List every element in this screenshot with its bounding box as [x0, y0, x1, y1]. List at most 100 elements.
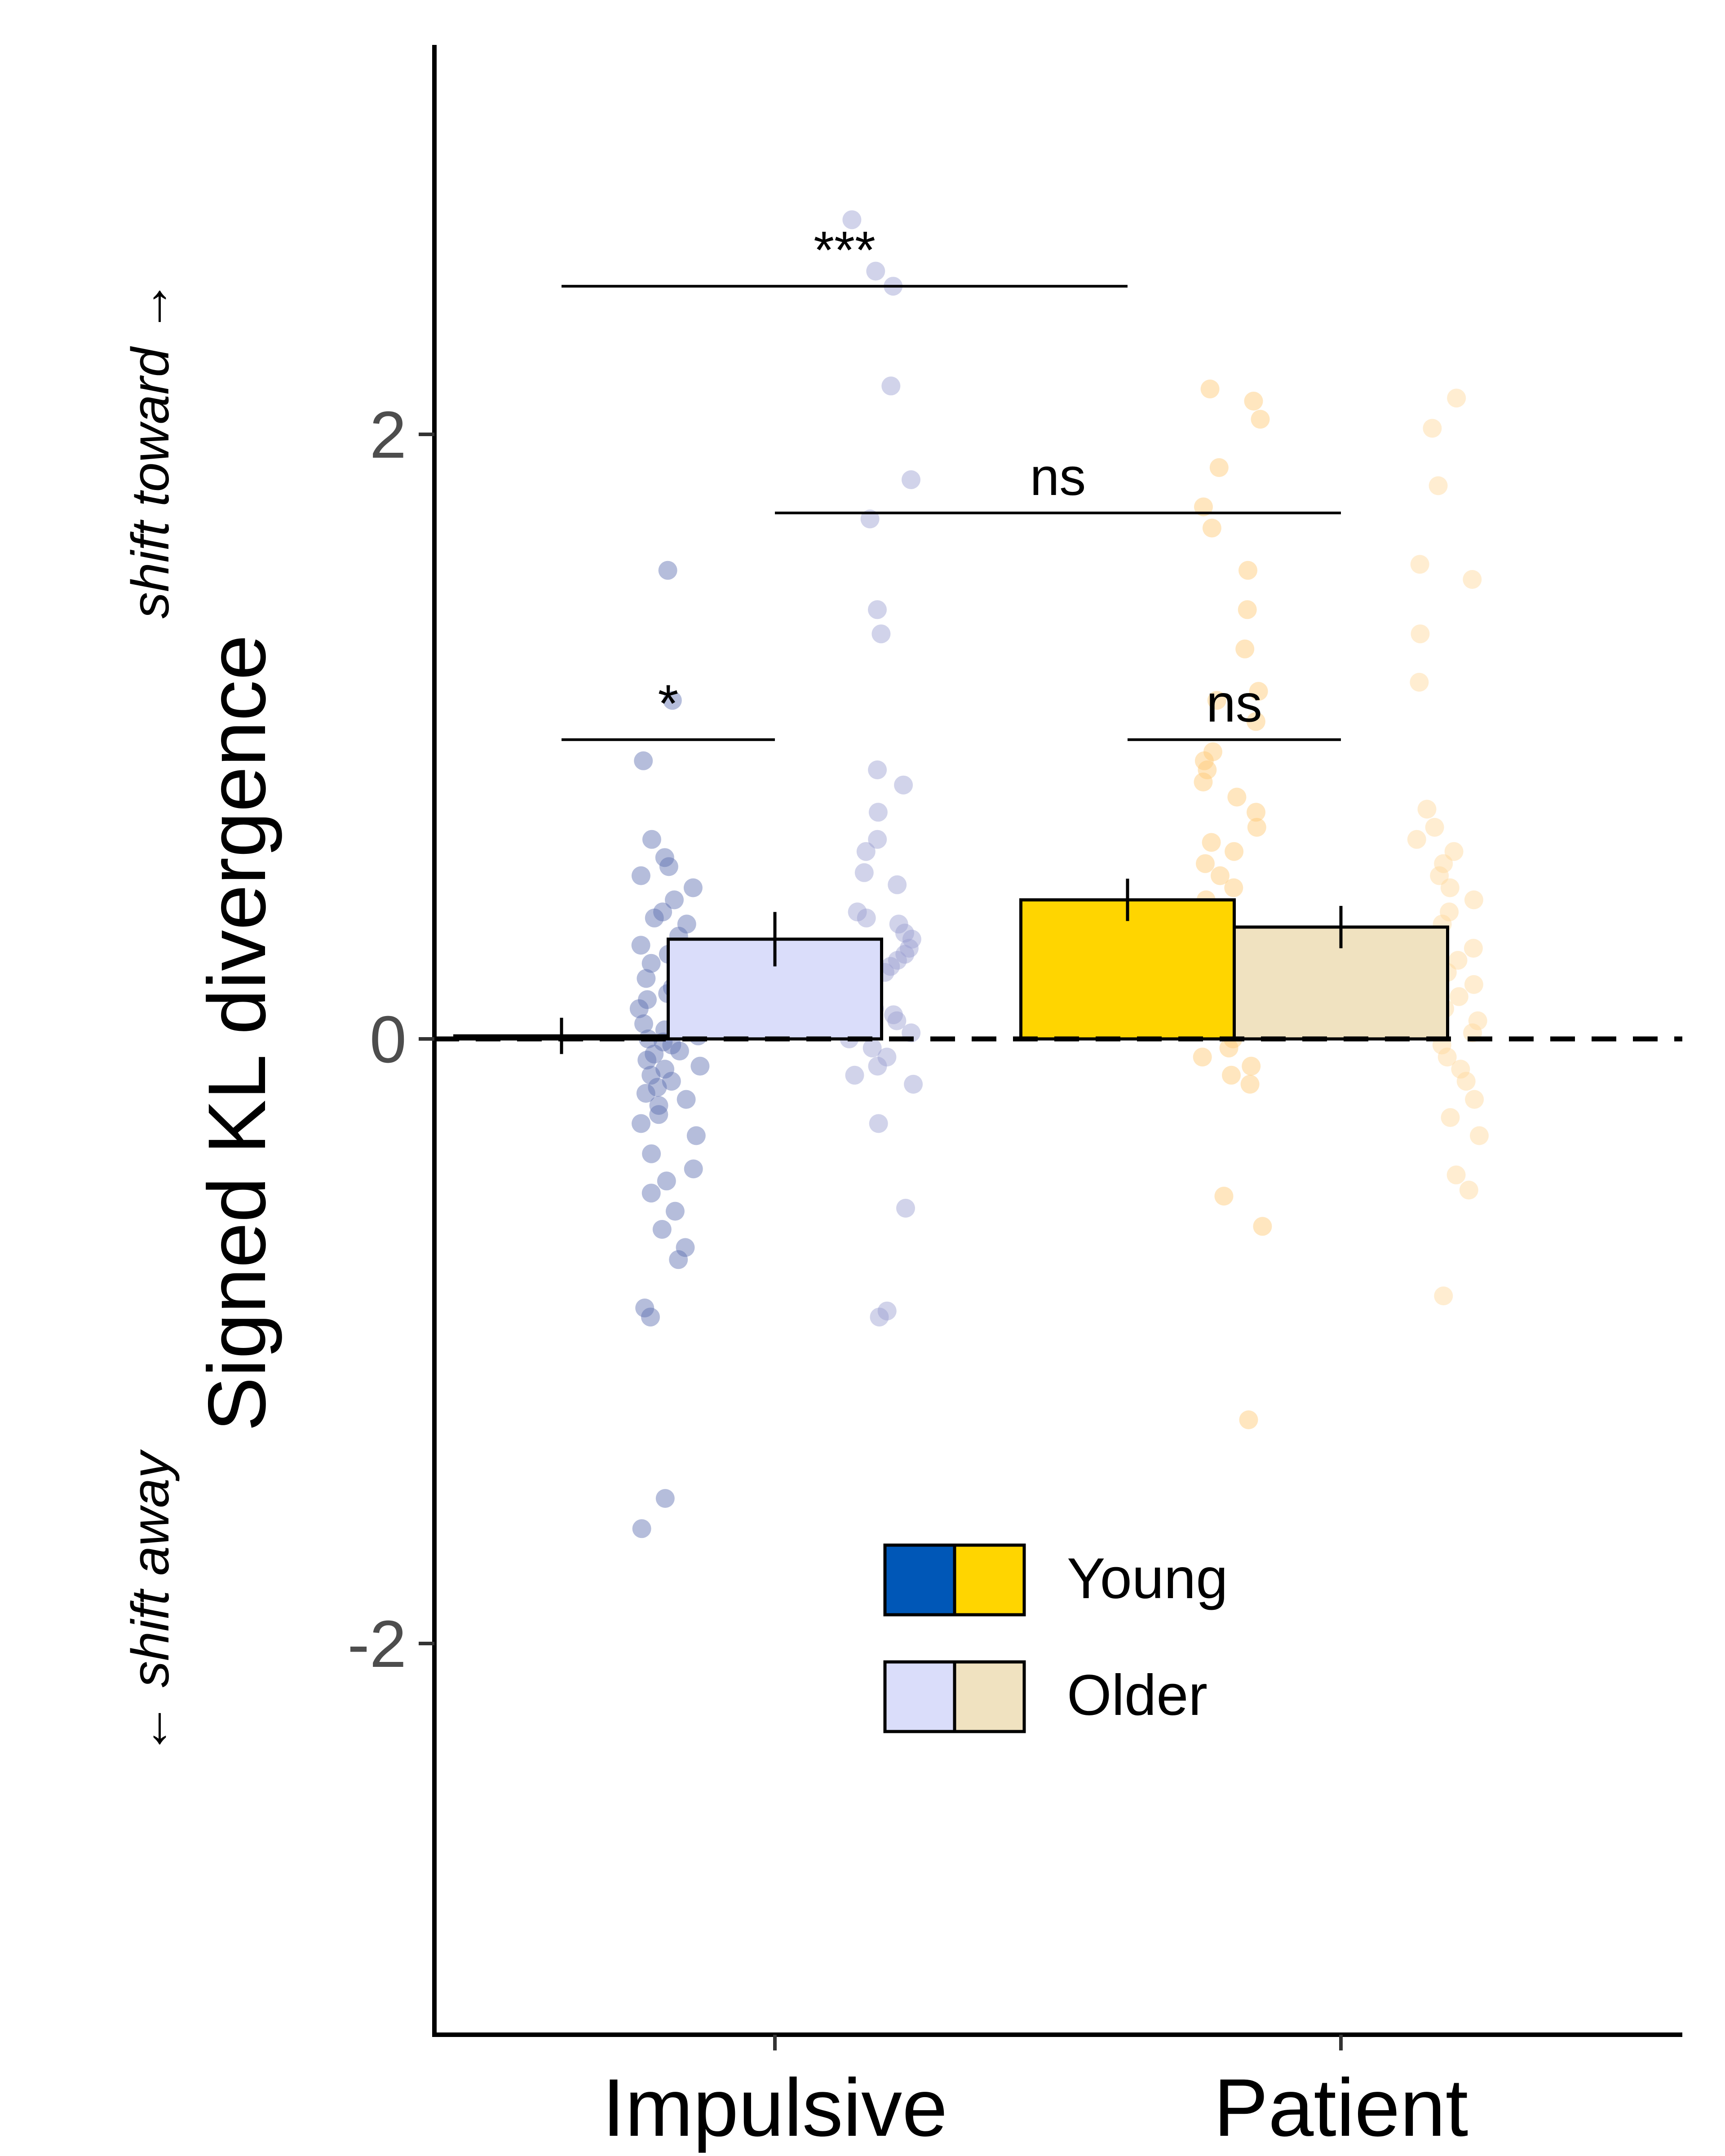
data-point [902, 470, 920, 489]
data-point [1410, 555, 1429, 574]
data-point [1464, 939, 1483, 958]
data-point [1253, 1217, 1272, 1236]
data-point [1249, 682, 1268, 701]
data-point [1447, 389, 1466, 408]
legend-label: Young [1067, 1546, 1228, 1611]
data-point [677, 915, 696, 934]
errorbar-layer [560, 879, 1343, 1054]
data-point [869, 1114, 888, 1133]
data-point [1207, 691, 1226, 710]
data-point [899, 939, 919, 958]
data-point [669, 1250, 688, 1269]
data-point [1238, 600, 1257, 619]
data-point [1193, 1047, 1212, 1067]
y-ticks-layer: -2 0 2 [347, 398, 434, 1681]
data-point [632, 1519, 651, 1538]
data-point [653, 902, 672, 922]
data-point [1214, 1187, 1234, 1206]
data-point [871, 624, 891, 644]
data-point [888, 951, 907, 970]
data-point [1240, 1074, 1260, 1094]
data-point [636, 1084, 655, 1103]
legend-swatch [883, 1543, 956, 1617]
data-point [635, 1299, 655, 1317]
data-point [1235, 639, 1255, 658]
data-point [1451, 1060, 1470, 1079]
data-point [1225, 842, 1244, 861]
data-point [868, 760, 887, 779]
data-point [902, 929, 921, 949]
data-point [1434, 854, 1453, 873]
data-point [842, 210, 862, 230]
data-point [866, 261, 885, 281]
data-point [1438, 1047, 1457, 1067]
data-point [638, 990, 657, 1009]
data-point [1448, 951, 1468, 970]
data-point [642, 830, 661, 849]
legend: Young Older [883, 1543, 1228, 1733]
data-point [1247, 817, 1266, 837]
y-axis-label: Signed KL divergence [191, 635, 283, 1431]
data-point [877, 1301, 897, 1321]
data-point [862, 1038, 882, 1058]
significance-layer: *** ns * ns [562, 221, 1341, 741]
data-point [1434, 1286, 1453, 1306]
data-point [1251, 410, 1270, 429]
bar [1019, 898, 1236, 1041]
data-point [868, 600, 887, 619]
data-point [1202, 833, 1221, 852]
data-point [657, 1171, 676, 1191]
data-point [1203, 742, 1222, 761]
data-point [877, 1047, 897, 1067]
data-point [895, 945, 915, 964]
legend-swatch [953, 1543, 1026, 1617]
data-point [1423, 419, 1442, 438]
y-tick-label: 0 [370, 1003, 407, 1077]
data-point [854, 863, 874, 882]
data-point [670, 1041, 689, 1060]
significance-label: ns [1206, 674, 1262, 733]
data-point [645, 1044, 664, 1064]
data-point [1446, 1165, 1466, 1184]
y-tick-label: 2 [370, 398, 407, 472]
data-point [868, 1056, 887, 1076]
data-point [1410, 672, 1429, 692]
data-point [634, 751, 653, 770]
data-point [641, 1308, 660, 1327]
data-point [631, 866, 650, 885]
data-point [1444, 842, 1464, 861]
data-point [1247, 803, 1265, 822]
data-point [663, 691, 682, 710]
data-point [1224, 878, 1243, 897]
data-point [1440, 902, 1459, 922]
data-point [1246, 712, 1265, 731]
data-point [1407, 830, 1426, 849]
data-point [895, 923, 914, 943]
data-point [896, 1198, 915, 1218]
data-point [1468, 1011, 1487, 1030]
data-point [1464, 975, 1483, 994]
data-point [1196, 854, 1215, 873]
data-point [684, 1159, 703, 1179]
data-point [1429, 476, 1448, 495]
legend-swatch [883, 1660, 956, 1733]
data-point [686, 1126, 706, 1145]
data-point [649, 1096, 668, 1115]
data-point [1244, 392, 1263, 411]
data-point [629, 999, 649, 1018]
data-point [637, 969, 656, 988]
data-point [881, 957, 900, 976]
y-direction-down-label: ← shift away [121, 1449, 180, 1755]
data-point [1430, 866, 1449, 885]
data-point [641, 954, 661, 973]
data-point [1209, 458, 1229, 477]
data-point [1198, 760, 1217, 779]
data-point [1211, 866, 1230, 885]
y-tick-label: -2 [347, 1607, 407, 1681]
data-point [1227, 787, 1247, 807]
significance-label: ns [1030, 447, 1086, 507]
data-point [888, 875, 907, 894]
data-point [665, 890, 684, 910]
data-point [632, 1114, 650, 1133]
data-point [649, 1105, 668, 1124]
